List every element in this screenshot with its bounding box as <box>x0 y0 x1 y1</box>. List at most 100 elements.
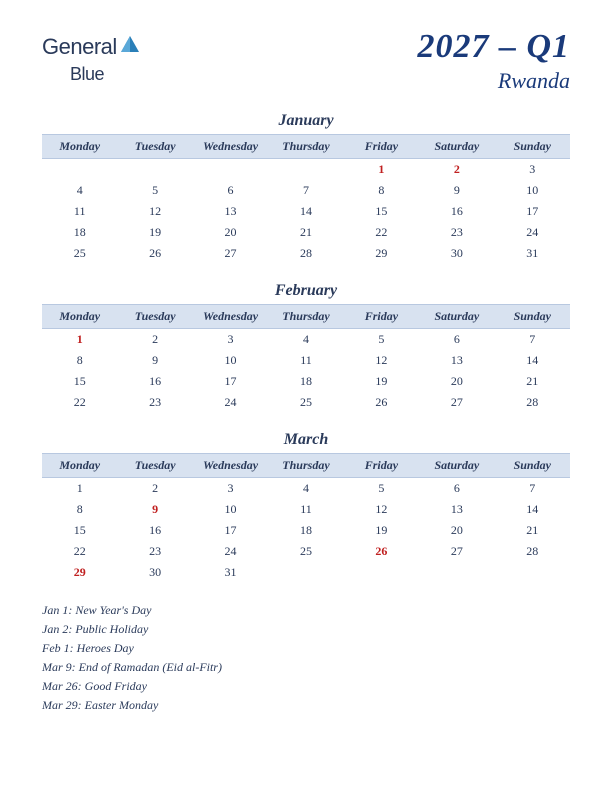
calendar-cell: 13 <box>419 350 494 371</box>
calendar-cell: 17 <box>495 201 570 222</box>
calendar-cell: 20 <box>419 520 494 541</box>
calendar-cell: 30 <box>117 562 192 583</box>
calendar-row: 11121314151617 <box>42 201 570 222</box>
calendar-cell: 6 <box>419 329 494 351</box>
calendar-cell: 19 <box>344 371 419 392</box>
holiday-list: Jan 1: New Year's DayJan 2: Public Holid… <box>42 601 570 714</box>
holiday-item: Mar 9: End of Ramadan (Eid al-Fitr) <box>42 658 570 676</box>
day-header: Friday <box>344 305 419 329</box>
calendar-cell: 10 <box>495 180 570 201</box>
day-header: Tuesday <box>117 454 192 478</box>
calendar-cell: 28 <box>495 541 570 562</box>
calendar-cell: 12 <box>344 350 419 371</box>
calendar-cell <box>268 159 343 181</box>
calendar-cell: 2 <box>117 329 192 351</box>
calendar-cell: 15 <box>42 520 117 541</box>
calendar-cell: 18 <box>268 371 343 392</box>
calendar-cell: 9 <box>117 350 192 371</box>
calendar-cell: 23 <box>117 541 192 562</box>
calendar-cell: 7 <box>495 329 570 351</box>
holiday-item: Jan 2: Public Holiday <box>42 620 570 638</box>
calendar-cell: 11 <box>42 201 117 222</box>
calendar-cell: 15 <box>42 371 117 392</box>
calendar-cell: 15 <box>344 201 419 222</box>
header: GeneralBlue 2027 – Q1 Rwanda <box>42 28 570 94</box>
calendar-cell: 29 <box>42 562 117 583</box>
calendar-cell: 5 <box>344 329 419 351</box>
calendar-cell: 3 <box>495 159 570 181</box>
calendar-cell: 28 <box>495 392 570 413</box>
calendar-cell: 8 <box>42 350 117 371</box>
calendar-cell: 13 <box>419 499 494 520</box>
month-block: JanuaryMondayTuesdayWednesdayThursdayFri… <box>42 112 570 264</box>
calendar-cell: 31 <box>193 562 268 583</box>
day-header: Thursday <box>268 305 343 329</box>
day-header: Monday <box>42 454 117 478</box>
month-block: MarchMondayTuesdayWednesdayThursdayFrida… <box>42 431 570 583</box>
calendar-table: MondayTuesdayWednesdayThursdayFridaySatu… <box>42 134 570 264</box>
calendar-row: 293031 <box>42 562 570 583</box>
holiday-item: Feb 1: Heroes Day <box>42 639 570 657</box>
day-header: Friday <box>344 454 419 478</box>
calendar-cell: 24 <box>193 392 268 413</box>
calendar-cell: 26 <box>344 541 419 562</box>
calendar-cell: 20 <box>419 371 494 392</box>
calendar-cell <box>117 159 192 181</box>
calendar-cell: 21 <box>495 371 570 392</box>
calendar-cell: 19 <box>344 520 419 541</box>
day-header: Saturday <box>419 305 494 329</box>
day-header: Saturday <box>419 135 494 159</box>
day-header: Sunday <box>495 135 570 159</box>
calendar-cell: 12 <box>344 499 419 520</box>
month-block: FebruaryMondayTuesdayWednesdayThursdayFr… <box>42 282 570 413</box>
month-name: February <box>42 282 570 300</box>
calendar-cell: 2 <box>419 159 494 181</box>
calendar-cell: 22 <box>42 392 117 413</box>
calendar-row: 25262728293031 <box>42 243 570 264</box>
calendar-row: 1234567 <box>42 478 570 500</box>
holiday-item: Mar 26: Good Friday <box>42 677 570 695</box>
calendar-cell <box>344 562 419 583</box>
calendar-row: 22232425262728 <box>42 541 570 562</box>
calendar-cell: 3 <box>193 478 268 500</box>
title-block: 2027 – Q1 Rwanda <box>417 28 570 94</box>
calendar-row: 15161718192021 <box>42 520 570 541</box>
calendar-cell: 26 <box>344 392 419 413</box>
calendar-cell: 7 <box>495 478 570 500</box>
calendar-cell: 10 <box>193 499 268 520</box>
day-header: Sunday <box>495 305 570 329</box>
calendar-cell: 7 <box>268 180 343 201</box>
calendar-cell: 22 <box>42 541 117 562</box>
logo: GeneralBlue <box>42 34 141 86</box>
calendar-cell: 14 <box>268 201 343 222</box>
calendar-cell: 20 <box>193 222 268 243</box>
calendar-cell <box>419 562 494 583</box>
day-header: Monday <box>42 135 117 159</box>
month-name: March <box>42 431 570 449</box>
calendar-cell: 4 <box>42 180 117 201</box>
holiday-item: Mar 29: Easter Monday <box>42 696 570 714</box>
calendar-cell: 25 <box>268 392 343 413</box>
day-header: Monday <box>42 305 117 329</box>
calendar-cell: 14 <box>495 499 570 520</box>
day-header: Tuesday <box>117 305 192 329</box>
calendar-cell: 19 <box>117 222 192 243</box>
calendar-cell: 24 <box>495 222 570 243</box>
calendar-cell: 17 <box>193 371 268 392</box>
calendar-cell: 27 <box>419 392 494 413</box>
calendar-cell: 9 <box>117 499 192 520</box>
calendar-cell: 1 <box>42 478 117 500</box>
calendar-cell: 27 <box>419 541 494 562</box>
calendar-cell: 1 <box>344 159 419 181</box>
calendar-cell: 5 <box>344 478 419 500</box>
calendar-cell <box>495 562 570 583</box>
calendar-cell <box>268 562 343 583</box>
calendar-cell: 25 <box>268 541 343 562</box>
day-header: Friday <box>344 135 419 159</box>
day-header: Wednesday <box>193 454 268 478</box>
calendar-cell: 17 <box>193 520 268 541</box>
holiday-item: Jan 1: New Year's Day <box>42 601 570 619</box>
calendar-row: 123 <box>42 159 570 181</box>
calendar-cell: 25 <box>42 243 117 264</box>
calendar-cell: 2 <box>117 478 192 500</box>
